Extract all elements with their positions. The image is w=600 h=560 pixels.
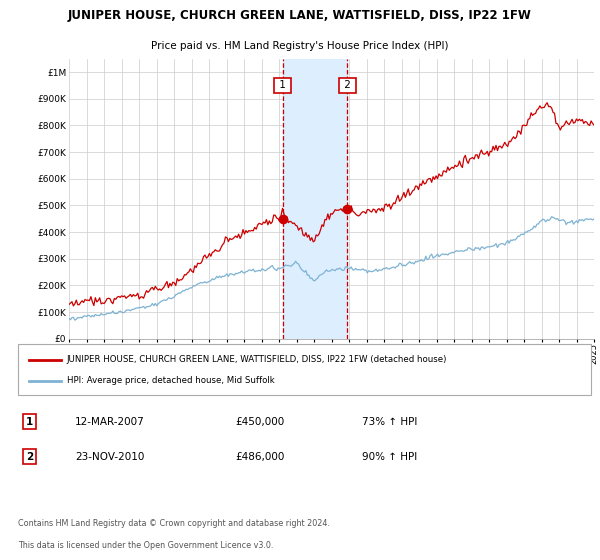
Text: £486,000: £486,000 [236, 452, 285, 462]
Text: 90% ↑ HPI: 90% ↑ HPI [362, 452, 417, 462]
FancyBboxPatch shape [18, 344, 591, 395]
Text: 2: 2 [341, 81, 354, 91]
Text: 2: 2 [26, 452, 33, 462]
Text: 23-NOV-2010: 23-NOV-2010 [76, 452, 145, 462]
Text: 1: 1 [276, 81, 289, 91]
Text: 12-MAR-2007: 12-MAR-2007 [76, 417, 145, 427]
Text: JUNIPER HOUSE, CHURCH GREEN LANE, WATTISFIELD, DISS, IP22 1FW (detached house): JUNIPER HOUSE, CHURCH GREEN LANE, WATTIS… [67, 355, 447, 364]
Text: HPI: Average price, detached house, Mid Suffolk: HPI: Average price, detached house, Mid … [67, 376, 274, 385]
Text: £450,000: £450,000 [236, 417, 285, 427]
Text: Contains HM Land Registry data © Crown copyright and database right 2024.: Contains HM Land Registry data © Crown c… [18, 519, 330, 529]
Text: 1: 1 [26, 417, 33, 427]
Bar [283, 59, 347, 339]
Text: This data is licensed under the Open Government Licence v3.0.: This data is licensed under the Open Gov… [18, 541, 274, 550]
Text: 73% ↑ HPI: 73% ↑ HPI [362, 417, 417, 427]
Text: Price paid vs. HM Land Registry's House Price Index (HPI): Price paid vs. HM Land Registry's House … [151, 41, 449, 51]
Text: JUNIPER HOUSE, CHURCH GREEN LANE, WATTISFIELD, DISS, IP22 1FW: JUNIPER HOUSE, CHURCH GREEN LANE, WATTIS… [68, 9, 532, 22]
